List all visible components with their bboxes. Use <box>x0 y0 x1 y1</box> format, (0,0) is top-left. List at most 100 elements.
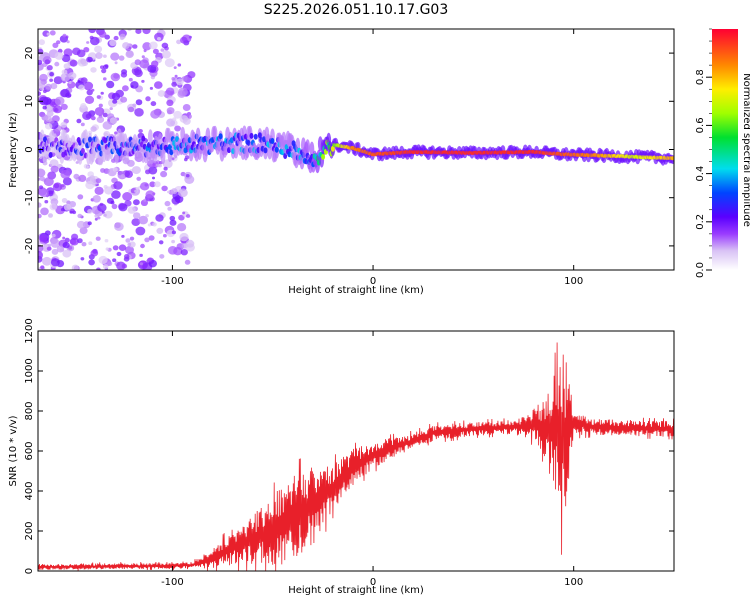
noise-speckle <box>44 59 51 65</box>
ridge-core <box>175 136 179 143</box>
noise-speckle <box>47 243 52 247</box>
noise-speckle <box>109 107 113 111</box>
noise-speckle <box>148 166 158 175</box>
noise-speckle <box>160 48 165 52</box>
noise-speckle <box>174 125 182 132</box>
noise-speckle <box>52 182 63 192</box>
x-tick-label: -100 <box>161 276 184 287</box>
noise-speckle <box>45 115 52 122</box>
noise-speckle <box>54 96 65 106</box>
y-tick-label: 200 <box>24 521 35 540</box>
noise-speckle <box>145 190 155 199</box>
noise-speckle <box>150 109 161 119</box>
y-tick-label: -10 <box>24 190 35 206</box>
ridge-core <box>670 156 674 161</box>
noise-speckle <box>120 174 126 179</box>
noise-speckle <box>129 236 135 241</box>
noise-speckle <box>90 116 96 121</box>
noise-speckle <box>112 245 119 251</box>
y-tick-label: 20 <box>24 47 35 60</box>
noise-speckle <box>100 65 104 69</box>
noise-speckle <box>72 210 77 215</box>
noise-speckle <box>84 95 95 104</box>
noise-speckle <box>77 238 83 244</box>
noise-speckle <box>86 165 91 169</box>
noise-speckle <box>158 240 164 245</box>
ridge-halo <box>244 143 250 159</box>
noise-speckle <box>184 175 195 184</box>
noise-speckle <box>139 59 150 69</box>
noise-speckle <box>42 105 47 110</box>
noise-speckle <box>90 67 97 73</box>
noise-speckle <box>148 259 157 268</box>
ridge-core <box>263 147 268 154</box>
noise-speckle <box>185 174 190 178</box>
y-tick-label: 800 <box>24 401 35 420</box>
noise-speckle <box>134 69 143 78</box>
noise-speckle <box>111 203 118 210</box>
noise-speckle <box>114 131 118 135</box>
y-tick-label: 400 <box>24 481 35 500</box>
noise-speckle <box>90 36 100 46</box>
colorbar-tick-label: 0.0 <box>695 262 706 278</box>
noise-speckle <box>184 157 188 162</box>
noise-speckle <box>142 29 151 35</box>
noise-speckle <box>173 66 177 69</box>
noise-speckle <box>110 72 121 82</box>
noise-speckle <box>127 206 136 214</box>
noise-speckle <box>154 32 164 42</box>
noise-speckle <box>121 234 125 238</box>
noise-speckle <box>152 48 159 55</box>
noise-speckle <box>46 110 54 117</box>
noise-speckle <box>79 227 88 235</box>
noise-speckle <box>103 77 107 81</box>
noise-speckle <box>38 185 44 190</box>
noise-speckle <box>147 257 152 262</box>
noise-speckle <box>127 29 132 32</box>
noise-speckle <box>60 88 70 98</box>
noise-speckle <box>50 239 61 248</box>
snr-panel: -100 0 100 0 200 400 600 800 1000 1200 Height of… <box>8 318 675 596</box>
noise-speckle <box>43 177 54 187</box>
noise-speckle <box>81 59 89 67</box>
noise-speckle <box>100 168 106 173</box>
noise-speckle <box>161 50 171 59</box>
noise-speckle <box>76 220 86 229</box>
noise-speckle <box>128 77 133 82</box>
noise-speckle <box>88 29 96 34</box>
noise-speckle <box>94 217 98 221</box>
noise-speckle <box>155 160 161 165</box>
noise-speckle <box>60 72 71 82</box>
noise-speckle <box>180 249 188 256</box>
noise-speckle <box>161 42 169 49</box>
noise-speckle <box>133 199 140 206</box>
noise-speckle <box>80 77 88 84</box>
noise-speckle <box>131 218 141 227</box>
noise-speckle <box>86 89 93 96</box>
noise-speckle <box>80 122 85 127</box>
noise-speckle <box>86 56 93 63</box>
noise-speckle <box>76 49 86 58</box>
noise-speckle <box>109 117 118 124</box>
noise-speckle <box>130 81 139 89</box>
noise-speckle <box>96 116 105 123</box>
noise-speckle <box>77 213 83 219</box>
noise-speckle <box>62 33 67 38</box>
noise-speckle <box>120 72 128 78</box>
ridge-core <box>218 133 223 140</box>
noise-speckle <box>176 39 182 45</box>
noise-speckle <box>177 223 187 232</box>
noise-speckle <box>139 253 143 257</box>
noise-speckle <box>132 44 138 49</box>
noise-speckle <box>124 170 133 178</box>
noise-speckle <box>145 214 149 218</box>
ridge-halo <box>305 139 310 155</box>
spectrogram-x-ticks: -100 0 100 <box>161 29 583 287</box>
noise-speckle <box>172 117 177 122</box>
noise-speckle <box>68 81 72 84</box>
noise-speckle <box>40 207 49 216</box>
noise-speckle <box>124 254 130 259</box>
noise-speckle <box>112 258 117 263</box>
noise-speckle <box>71 233 79 241</box>
noise-speckle <box>171 230 176 235</box>
